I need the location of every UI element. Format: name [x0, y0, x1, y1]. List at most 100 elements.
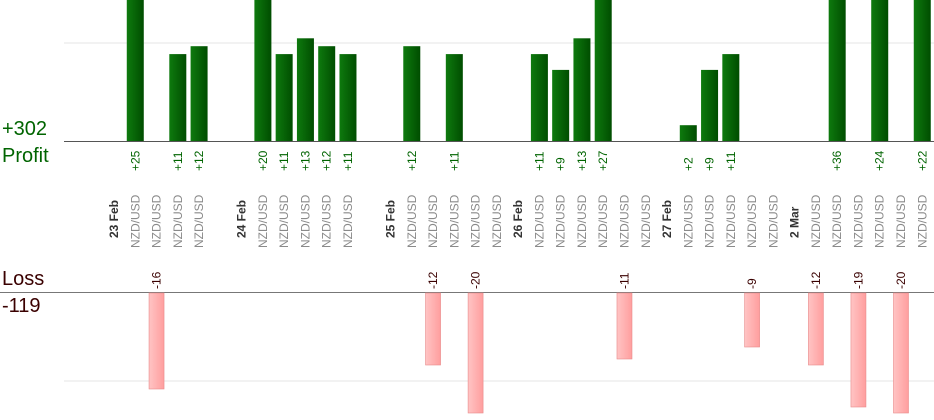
- profit-value-label: +11: [447, 151, 461, 171]
- pair-label: NZD/USD: [150, 194, 164, 248]
- profit-bar: [126, 0, 144, 141]
- profit-value-label: +2: [681, 157, 695, 171]
- profit-label: Profit: [2, 145, 49, 167]
- loss-label: Loss: [2, 268, 45, 290]
- loss-value-label: -19: [851, 271, 865, 289]
- pair-label: NZD/USD: [320, 194, 334, 248]
- profit-value-label: +11: [724, 151, 738, 171]
- pair-label: NZD/USD: [277, 194, 291, 248]
- pair-label: NZD/USD: [171, 194, 185, 248]
- bars: [126, 0, 931, 414]
- pair-label: NZD/USD: [469, 194, 483, 248]
- profit-bar: [275, 54, 293, 141]
- profit-value-label: +11: [341, 151, 355, 171]
- loss-total: -119: [2, 295, 41, 317]
- profit-value-label: +24: [873, 150, 887, 171]
- pair-label: NZD/USD: [596, 194, 610, 248]
- loss-bar: [467, 292, 484, 414]
- pair-label: NZD/USD: [490, 194, 504, 248]
- pair-label: NZD/USD: [532, 194, 546, 248]
- value-labels: +25 -16 +11 +12 +20 +11 +13 +12 +11 +12 -12 +11 -20 +…: [128, 150, 929, 289]
- pair-label: NZD/USD: [830, 194, 844, 248]
- loss-value-label: -12: [426, 271, 440, 289]
- profit-value-label: +27: [596, 150, 610, 171]
- pair-label: NZD/USD: [617, 194, 631, 248]
- loss-value-label: -11: [617, 272, 631, 289]
- pair-label: NZD/USD: [256, 194, 270, 248]
- profit-value-label: +12: [320, 150, 334, 171]
- pair-label: NZD/USD: [447, 194, 461, 248]
- axes: [0, 141, 934, 293]
- loss-value-label: -16: [150, 271, 164, 289]
- date-label: 26 Feb: [511, 200, 525, 238]
- profit-bar: [552, 69, 570, 141]
- pair-label: NZD/USD: [809, 194, 823, 248]
- profit-bar: [828, 0, 846, 141]
- pair-label: NZD/USD: [554, 194, 568, 248]
- pair-label: NZD/USD: [915, 194, 929, 248]
- pair-label: NZD/USD: [298, 194, 312, 248]
- profit-bar: [318, 46, 336, 142]
- loss-value-label: -9: [745, 278, 759, 289]
- pair-label: NZD/USD: [405, 194, 419, 248]
- profit-value-label: +9: [554, 157, 568, 171]
- profit-bar: [403, 46, 421, 142]
- pair-label: NZD/USD: [873, 194, 887, 248]
- pair-label: NZD/USD: [341, 194, 355, 248]
- pair-label: NZD/USD: [426, 194, 440, 248]
- pair-label: NZD/USD: [894, 194, 908, 248]
- date-label: 2 Mar: [788, 206, 802, 238]
- profit-bar: [190, 46, 208, 142]
- profit-bar: [679, 125, 697, 141]
- profit-bar: [594, 0, 612, 141]
- profit-bar: [339, 54, 357, 141]
- gridlines: [64, 42, 934, 382]
- pair-label: NZD/USD: [575, 194, 589, 248]
- loss-bar: [850, 292, 867, 408]
- profit-total: +302: [2, 118, 48, 140]
- profit-value-label: +11: [277, 151, 291, 171]
- date-label: 27 Feb: [660, 200, 674, 238]
- profit-bar: [913, 0, 931, 142]
- date-label: 23 Feb: [107, 200, 121, 238]
- profit-bar: [701, 69, 719, 141]
- profit-value-label: +9: [703, 157, 717, 171]
- profit-bar: [722, 54, 740, 141]
- pair-labels: NZD/USD NZD/USD NZD/USD NZD/USD NZD/USD NZD/U…: [128, 194, 929, 248]
- profit-value-label: +12: [192, 150, 206, 171]
- profit-value-label: +22: [915, 150, 929, 171]
- loss-value-label: -20: [894, 271, 908, 289]
- pair-label: NZD/USD: [851, 194, 865, 248]
- loss-value-label: -12: [809, 271, 823, 289]
- profit-bar: [871, 0, 889, 142]
- pair-label: NZD/USD: [724, 194, 738, 248]
- loss-bar: [808, 292, 824, 366]
- profit-bar: [445, 54, 463, 141]
- profit-value-label: +25: [128, 150, 142, 171]
- profit-value-label: +13: [575, 150, 589, 171]
- profit-bar: [573, 38, 591, 141]
- loss-bar: [616, 292, 633, 360]
- profit-bar: [530, 54, 548, 141]
- pair-label: NZD/USD: [745, 194, 759, 248]
- loss-bar: [425, 292, 441, 366]
- date-label: 24 Feb: [235, 200, 249, 238]
- date-label: 25 Feb: [384, 200, 398, 238]
- loss-bar: [893, 292, 909, 414]
- profit-value-label: +12: [405, 150, 419, 171]
- profit-bar: [254, 0, 272, 141]
- profit-bar: [296, 38, 314, 141]
- profit-value-label: +11: [532, 151, 546, 171]
- pair-label: NZD/USD: [639, 194, 653, 248]
- pair-label: NZD/USD: [703, 194, 717, 248]
- date-labels: 23 Feb 24 Feb 25 Feb 26 Feb 27 Feb 2 Mar: [107, 200, 802, 238]
- profit-value-label: +11: [171, 151, 185, 171]
- profit-bar: [169, 54, 187, 141]
- pair-label: NZD/USD: [766, 194, 780, 248]
- profit-value-label: +36: [830, 150, 844, 171]
- loss-bar: [744, 292, 760, 348]
- pair-label: NZD/USD: [681, 194, 695, 248]
- pair-label: NZD/USD: [128, 194, 142, 248]
- profit-value-label: +13: [298, 150, 312, 171]
